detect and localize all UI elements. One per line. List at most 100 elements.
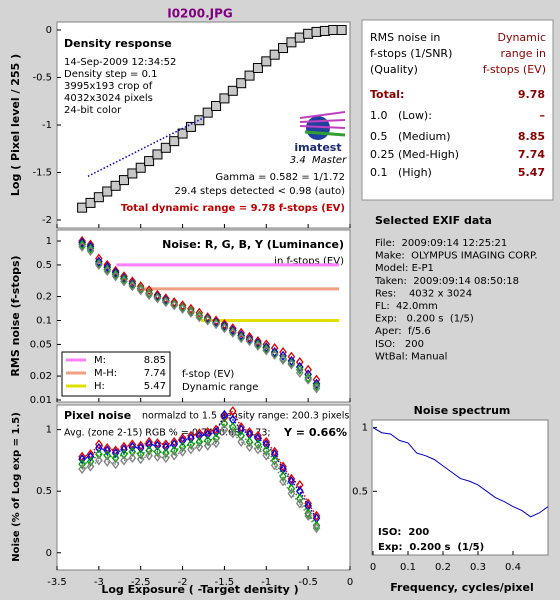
y-tick-label: 0	[46, 548, 52, 559]
noise-point	[145, 450, 153, 461]
noise-point	[103, 456, 112, 467]
y-tick-label: -1	[42, 120, 52, 131]
density-step	[294, 32, 305, 43]
exif-line: WtBal: Manual	[375, 351, 447, 362]
noise-point	[145, 445, 153, 456]
x-axis-label: Log Exposure ( -Target density )	[101, 583, 298, 596]
noise-point	[111, 452, 120, 464]
row-label: 1.0 (Low):	[370, 109, 432, 122]
noise-point	[187, 307, 195, 318]
x-tick-label: 0	[370, 562, 376, 573]
noise-point	[153, 451, 162, 462]
x-tick-label: -1	[261, 577, 271, 588]
y-tick-label: 0.2	[36, 292, 52, 303]
noise-point	[111, 265, 120, 277]
noise-point	[120, 444, 128, 455]
noise-point	[78, 237, 86, 248]
annotation: 29.4 steps detected < 0.98 (auto)	[175, 186, 346, 197]
noise-point	[254, 433, 262, 444]
noise-point	[262, 343, 271, 354]
noise-point	[254, 336, 262, 347]
noise-point	[111, 447, 120, 459]
noise-point	[237, 331, 245, 343]
noise-point	[203, 429, 212, 440]
noise-point	[111, 459, 120, 470]
noise-point	[170, 445, 179, 456]
noise-point	[262, 345, 271, 356]
density-step	[160, 142, 171, 153]
density-step	[336, 25, 347, 35]
note: 14-Sep-2009 12:34:52	[64, 57, 176, 68]
exif-line: Make: OLYMPUS IMAGING CORP.	[375, 251, 538, 262]
noise-point	[187, 444, 195, 455]
table-header: RMS noise in	[370, 31, 440, 44]
noise-point	[287, 488, 296, 499]
noise-point	[111, 271, 120, 282]
density-step	[269, 49, 280, 60]
noise-point	[95, 256, 103, 267]
legend-value: 7.74	[144, 368, 166, 379]
exif-line: Aper: f/5.6	[375, 326, 431, 337]
noise-point	[295, 498, 304, 509]
noise-point	[78, 454, 86, 465]
density-step	[202, 107, 213, 118]
noise-point	[95, 455, 103, 466]
noise-point	[195, 307, 204, 318]
noise-point	[304, 372, 312, 383]
legend-value: 8.85	[144, 355, 166, 366]
row-label: 0.1 (High)	[370, 166, 432, 179]
noise-point	[195, 312, 204, 323]
noise-point	[86, 456, 95, 467]
noise-point	[304, 510, 312, 521]
subtitle: normalzd to 1.5 density range: 200.3 pix…	[142, 411, 349, 422]
row-label: Total:	[370, 88, 404, 101]
noise-point	[86, 243, 95, 254]
noise-point	[270, 347, 279, 358]
noise-point	[270, 455, 279, 466]
note: Density step = 0.1	[64, 69, 157, 80]
noise-point	[279, 471, 287, 482]
legend-label: M-H:	[94, 368, 117, 379]
noise-point	[120, 274, 128, 285]
noise-point	[170, 450, 179, 461]
noise-point	[312, 383, 321, 394]
density-step	[278, 43, 289, 54]
annotation: Gamma = 0.582 = 1/1.72	[215, 172, 345, 183]
row-label: 0.25 (Med-High)	[370, 148, 459, 161]
noise-point	[195, 436, 204, 448]
noise-point	[136, 443, 145, 454]
noise-point	[228, 327, 237, 338]
page-title: I0200.JPG	[167, 7, 233, 21]
note: 24-bit color	[64, 105, 122, 116]
density-step	[185, 121, 196, 132]
noise-point	[145, 289, 153, 300]
noise-point	[295, 364, 304, 375]
noise-point	[103, 264, 112, 275]
noise-point	[95, 258, 103, 269]
density-step	[93, 192, 104, 203]
noise-point	[254, 439, 262, 450]
noise-point	[128, 279, 137, 291]
noise-point	[212, 315, 220, 326]
row-value: 9.78	[518, 88, 545, 101]
noise-point	[279, 476, 287, 487]
exif-title: Selected EXIF data	[375, 214, 492, 227]
noise-point	[287, 355, 296, 367]
noise-point	[128, 441, 137, 452]
x-tick-label: 0.1	[400, 562, 416, 573]
noise-point	[262, 439, 271, 450]
noise-point	[304, 369, 312, 380]
noise-point	[228, 422, 237, 433]
exif-line: Model: E-P1	[375, 263, 434, 274]
noise-point	[287, 359, 296, 370]
legend-label: M:	[94, 355, 106, 366]
density-step	[227, 85, 238, 96]
density-step	[118, 175, 129, 186]
chart-title: Pixel noise	[64, 409, 131, 422]
chart-title: Noise spectrum	[414, 404, 511, 417]
row-value: –	[540, 109, 546, 122]
x-tick-label: 0.4	[505, 562, 521, 573]
noise-point	[178, 435, 187, 446]
noise-point	[103, 259, 112, 271]
legend-note: f-stop (EV)	[182, 369, 234, 380]
